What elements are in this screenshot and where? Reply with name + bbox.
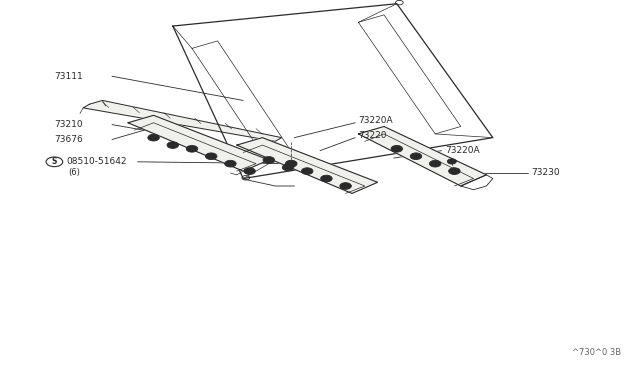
- Circle shape: [186, 145, 198, 152]
- Text: ^730^0 3B: ^730^0 3B: [572, 348, 621, 357]
- Circle shape: [410, 153, 422, 160]
- Text: 73111: 73111: [54, 72, 83, 81]
- Text: (6): (6): [68, 168, 81, 177]
- Polygon shape: [237, 138, 378, 193]
- Circle shape: [244, 168, 255, 174]
- Circle shape: [148, 134, 159, 141]
- Text: 73220A: 73220A: [445, 146, 479, 155]
- Circle shape: [340, 183, 351, 189]
- Text: 73210: 73210: [54, 120, 83, 129]
- Text: 73220A: 73220A: [358, 116, 393, 125]
- Circle shape: [167, 142, 179, 148]
- Text: 73220: 73220: [358, 131, 387, 140]
- Text: S: S: [52, 157, 57, 166]
- Circle shape: [447, 159, 456, 164]
- Circle shape: [225, 160, 236, 167]
- Text: 73676: 73676: [54, 135, 83, 144]
- Polygon shape: [128, 115, 269, 171]
- Circle shape: [321, 175, 332, 182]
- Circle shape: [429, 160, 441, 167]
- Circle shape: [205, 153, 217, 160]
- Circle shape: [391, 145, 403, 152]
- Circle shape: [282, 164, 294, 171]
- Circle shape: [301, 168, 313, 174]
- Text: 08510-51642: 08510-51642: [66, 157, 127, 166]
- Text: 73230: 73230: [531, 169, 560, 177]
- Circle shape: [285, 160, 297, 167]
- Polygon shape: [83, 100, 282, 141]
- Polygon shape: [173, 4, 493, 179]
- Polygon shape: [358, 126, 486, 186]
- Circle shape: [263, 157, 275, 163]
- Circle shape: [449, 168, 460, 174]
